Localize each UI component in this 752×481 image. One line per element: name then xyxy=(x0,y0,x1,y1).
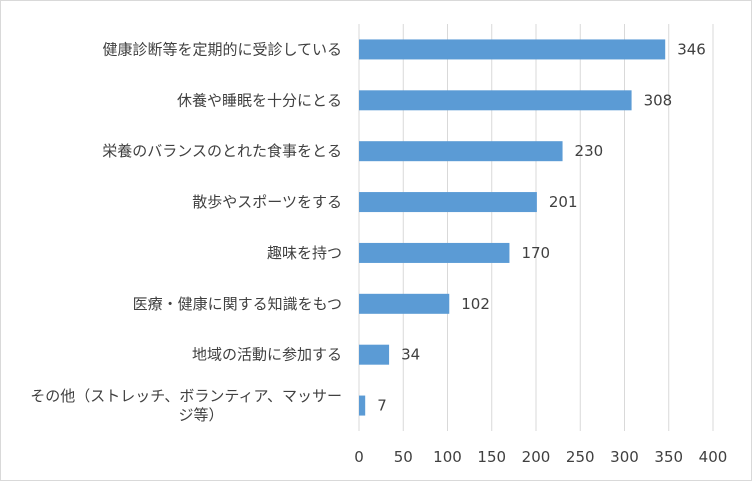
category-label: 医療・健康に関する知識をもつ xyxy=(133,295,342,313)
category-label: 健康診断等を定期的に受診している xyxy=(102,40,342,58)
category-label: 休養や睡眠を十分にとる xyxy=(177,91,342,109)
x-tick-label: 200 xyxy=(522,448,551,466)
x-tick-label: 250 xyxy=(566,448,595,466)
data-label: 201 xyxy=(549,193,578,211)
x-tick-label: 0 xyxy=(354,448,364,466)
x-tick-label: 50 xyxy=(394,448,413,466)
category-label: ジ等） xyxy=(178,406,223,424)
x-tick-label: 100 xyxy=(433,448,462,466)
category-label: 栄養のバランスのとれた食事をとる xyxy=(102,142,342,160)
data-label: 230 xyxy=(575,142,604,160)
bar xyxy=(359,395,366,416)
bar xyxy=(359,141,563,162)
data-label: 346 xyxy=(677,40,706,58)
bar xyxy=(359,242,510,263)
bar xyxy=(359,90,632,111)
data-label: 308 xyxy=(644,91,673,109)
x-tick-label: 300 xyxy=(610,448,639,466)
data-label: 7 xyxy=(377,397,387,415)
bar xyxy=(359,192,537,213)
data-label: 170 xyxy=(521,244,550,262)
category-label: 地域の活動に参加する xyxy=(192,346,342,364)
bar xyxy=(359,39,666,60)
bar xyxy=(359,293,450,314)
bar xyxy=(359,344,390,365)
category-label: 散歩やスポーツをする xyxy=(192,193,342,211)
category-label: 趣味を持つ xyxy=(267,244,342,262)
data-label: 34 xyxy=(401,346,420,364)
x-tick-label: 400 xyxy=(699,448,728,466)
x-tick-label: 350 xyxy=(654,448,683,466)
category-label: その他（ストレッチ、ボランティア、マッサー xyxy=(30,387,342,405)
x-tick-label: 150 xyxy=(477,448,506,466)
data-label: 102 xyxy=(461,295,490,313)
